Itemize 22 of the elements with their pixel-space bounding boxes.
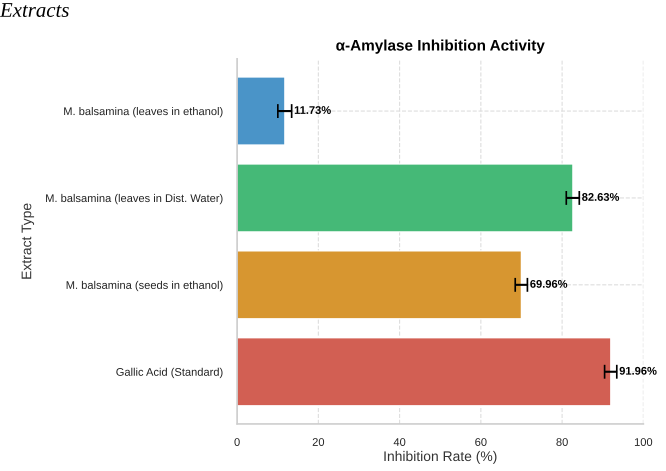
data-label: 91.96% bbox=[620, 366, 657, 375]
data-label: 11.73% bbox=[294, 106, 331, 114]
bar bbox=[237, 337, 612, 406]
y-tick-label: M. balsamina (seeds in ethanol) bbox=[66, 280, 223, 292]
bar bbox=[237, 250, 522, 320]
x-tick-label: 60 bbox=[475, 438, 487, 446]
x-tick-label: 80 bbox=[556, 438, 568, 446]
y-tick-label: M. balsamina (leaves in ethanol) bbox=[64, 106, 223, 118]
x-tick-label: 0 bbox=[234, 438, 240, 446]
x-tick-label: 20 bbox=[312, 438, 324, 446]
bar bbox=[237, 163, 574, 232]
y-tick-label: Gallic Acid (Standard) bbox=[116, 368, 223, 378]
data-label: 69.96% bbox=[530, 280, 568, 288]
chart-title: α-Amylase Inhibition Activity bbox=[336, 39, 545, 54]
data-label: 82.63% bbox=[582, 193, 620, 201]
bar bbox=[237, 76, 286, 146]
y-tick-label: M. balsamina (leaves in Dist. Water) bbox=[46, 194, 223, 204]
y-axis-title: Extract Type bbox=[22, 204, 34, 279]
x-tick-label: 40 bbox=[394, 438, 406, 446]
x-axis-title: Inhibition Rate (%) bbox=[384, 450, 496, 464]
x-tick-label: 100 bbox=[634, 438, 652, 446]
text: Extracts bbox=[0, 3, 69, 17]
